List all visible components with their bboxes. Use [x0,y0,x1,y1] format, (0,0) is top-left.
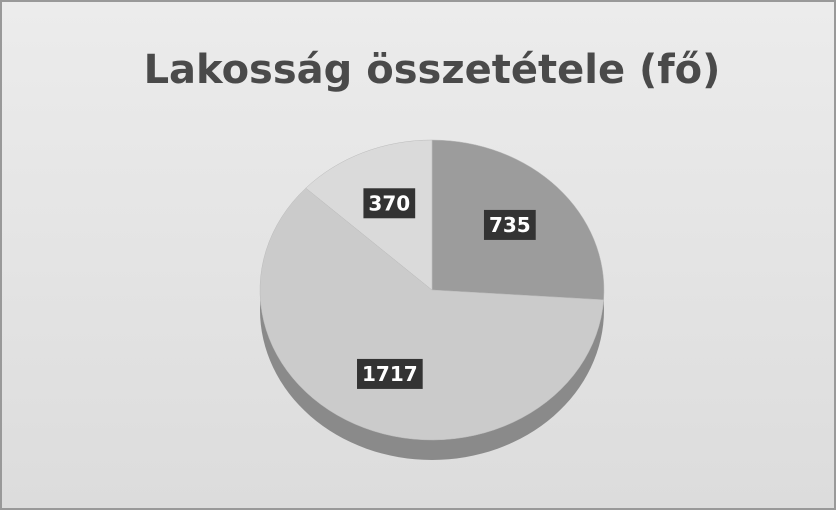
data-label-box [357,358,423,389]
data-label-box [363,188,416,219]
chart-title: Lakosság összetétele (fő) [144,47,721,93]
data-label: 370 [368,191,410,215]
pie-slice [259,187,604,441]
data-label: 735 [489,213,531,237]
data-label-box [483,209,536,240]
data-label: 1717 [362,362,418,386]
